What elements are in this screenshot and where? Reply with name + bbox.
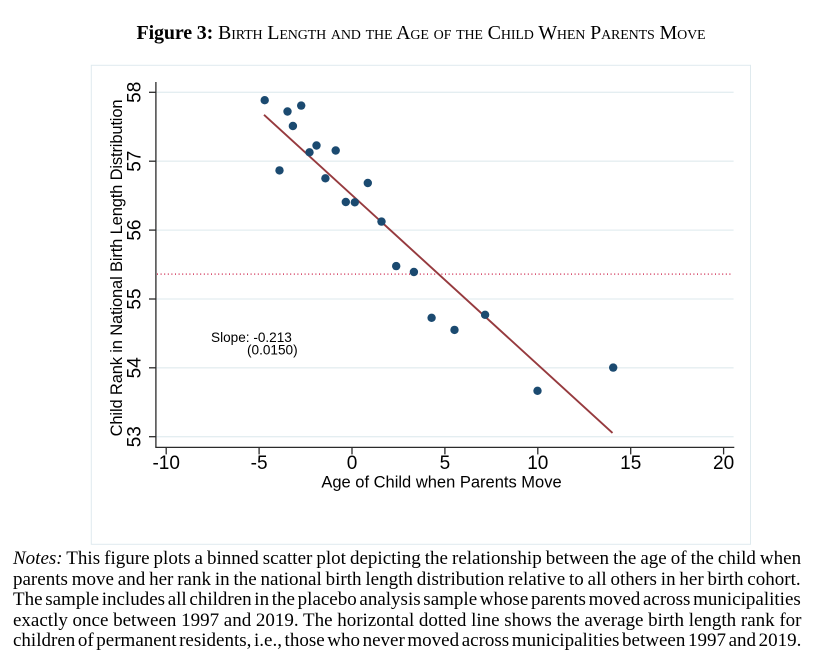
- svg-text:Child Rank in National Birth L: Child Rank in National Birth Length Dist…: [108, 100, 126, 437]
- svg-text:57: 57: [125, 151, 146, 172]
- svg-text:58: 58: [125, 82, 146, 103]
- svg-text:Slope: -0.213: Slope: -0.213: [211, 330, 292, 345]
- svg-text:10: 10: [527, 453, 548, 474]
- svg-text:-5: -5: [251, 453, 268, 474]
- svg-text:5: 5: [440, 453, 451, 474]
- svg-text:56: 56: [125, 220, 146, 241]
- svg-text:Age of Child when Parents Move: Age of Child when Parents Move: [321, 474, 561, 492]
- svg-text:(0.0150): (0.0150): [247, 343, 298, 358]
- svg-text:53: 53: [125, 426, 146, 447]
- svg-text:20: 20: [713, 453, 734, 474]
- svg-text:54: 54: [125, 357, 146, 379]
- svg-text:0: 0: [347, 453, 358, 474]
- svg-text:15: 15: [620, 453, 641, 474]
- svg-text:55: 55: [125, 288, 146, 309]
- svg-text:-10: -10: [152, 453, 179, 474]
